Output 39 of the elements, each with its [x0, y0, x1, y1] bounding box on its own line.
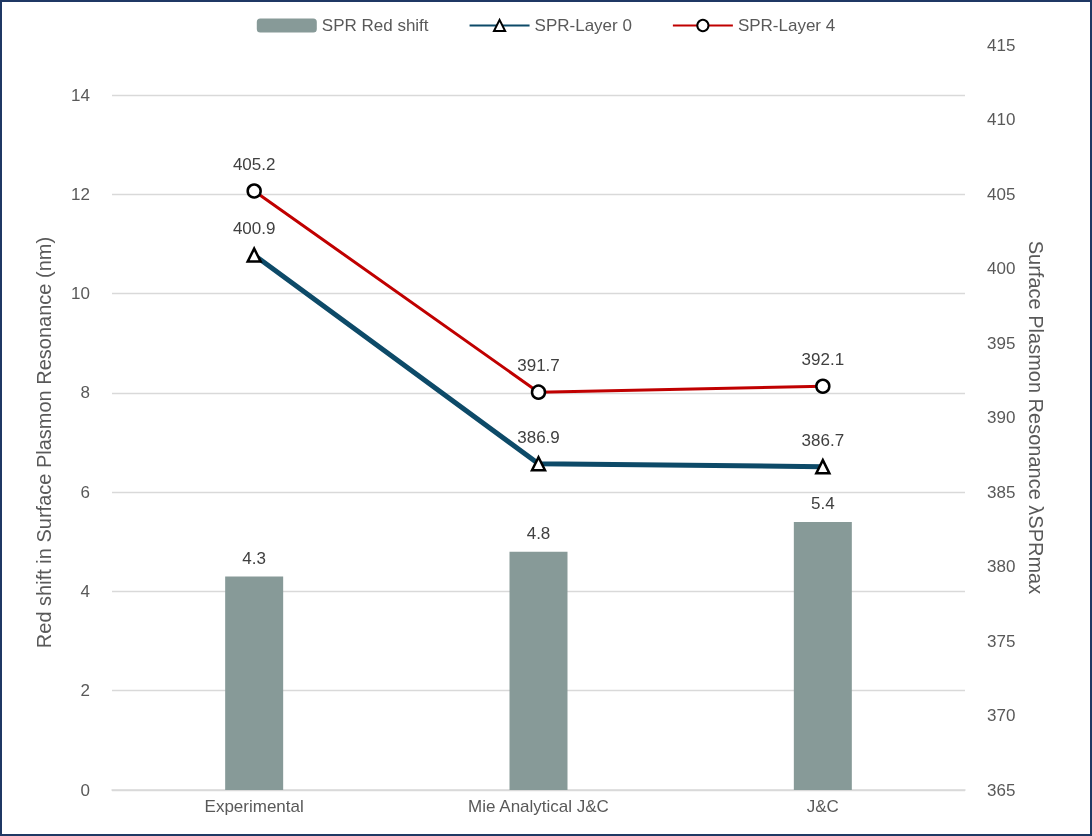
y-tick-label: 6: [80, 482, 90, 502]
y-tick-label: 0: [80, 780, 90, 800]
bar: [793, 521, 852, 790]
data-label: 405.2: [232, 155, 276, 175]
data-label: 386.9: [517, 427, 560, 447]
y-tick-label: 12: [71, 184, 90, 204]
x-tick-label: Mie Analytical J&C: [468, 797, 609, 816]
data-label: 4.8: [526, 523, 551, 543]
y2-tick-label: 380: [987, 557, 1016, 576]
data-label: 5.4: [811, 493, 835, 513]
bar: [225, 576, 284, 790]
data-label: 4.3: [242, 548, 266, 568]
data-label: 400.9: [232, 219, 276, 239]
y-tick-label: 8: [80, 383, 90, 403]
bar: [509, 551, 568, 790]
data-label: 386.7: [801, 430, 845, 450]
data-label: 392.1: [801, 350, 845, 370]
data-label: 391.7: [517, 356, 560, 376]
y-tick-label: 2: [80, 681, 90, 701]
legend-label: SPR Red shift: [321, 16, 429, 35]
legend-label: SPR-Layer 4: [737, 16, 836, 35]
y2-tick-label: 365: [987, 780, 1016, 800]
y2-tick-label: 415: [987, 35, 1016, 55]
y2-tick-label: 390: [987, 408, 1016, 427]
y-tick-label: 10: [71, 284, 90, 304]
x-tick-label: J&C: [806, 797, 839, 816]
y-axis-title: Red shift in Surface Plasmon Resonance (nm): [33, 236, 55, 649]
y-tick-label: 4: [80, 581, 90, 601]
y2-tick-label: 410: [987, 110, 1016, 129]
y2-tick-label: 370: [987, 706, 1016, 725]
y2-tick-label: 400: [987, 259, 1016, 278]
y2-tick-label: 395: [987, 333, 1016, 353]
legend-label: SPR-Layer 0: [534, 16, 632, 35]
y2-axis-title: Surface Plasmon Resonance λSPRmax: [1025, 240, 1048, 595]
y2-tick-label: 385: [987, 482, 1016, 502]
y2-tick-label: 375: [987, 631, 1016, 651]
y2-tick-label: 405: [987, 184, 1016, 204]
y-tick-label: 14: [71, 85, 90, 105]
x-tick-label: Experimental: [204, 797, 304, 816]
